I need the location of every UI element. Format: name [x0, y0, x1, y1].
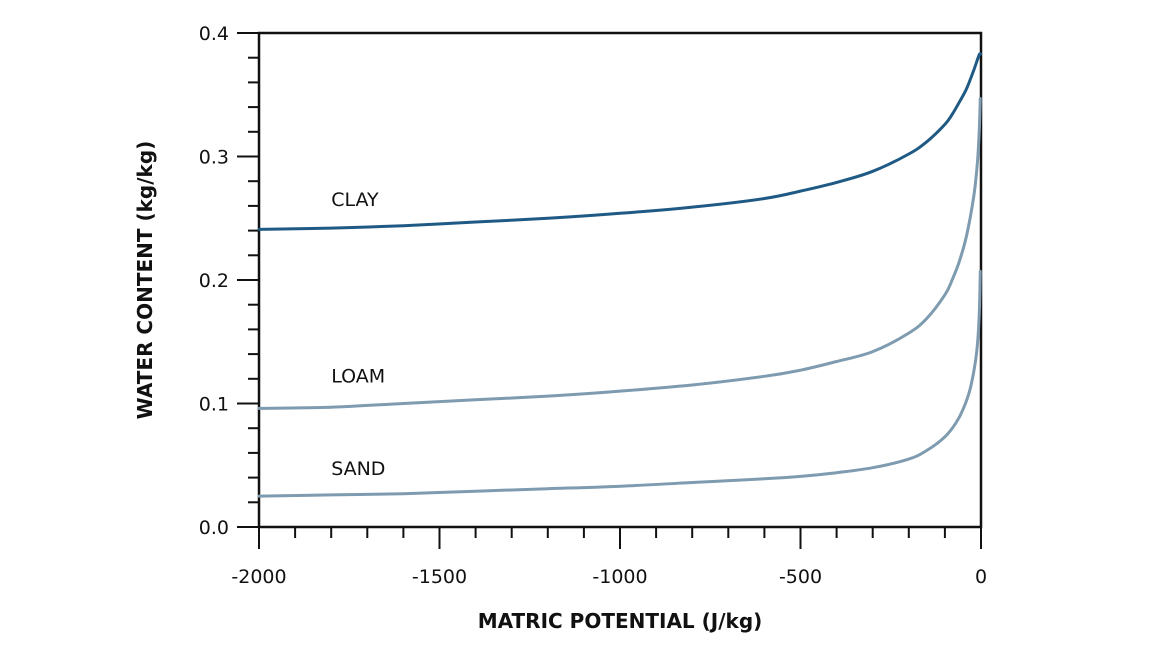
series-line-loam: [257, 97, 982, 410]
y-tick-label: 0.4: [199, 23, 229, 45]
x-tick-label: -2000: [231, 566, 286, 588]
series-line-sand: [257, 269, 982, 498]
x-tick-label: -1000: [592, 566, 647, 588]
axis-ticks: -2000 -1500 -1000 -500 0 0.0 0.1 0.2 0.3 0.4: [199, 23, 987, 588]
x-tick-label: -1500: [412, 566, 467, 588]
series-label-sand: SAND: [331, 458, 385, 480]
series-label-clay: CLAY: [331, 189, 379, 211]
x-axis-title: MATRIC POTENTIAL (J/kg): [478, 609, 763, 633]
plot-frame: [257, 31, 983, 529]
y-tick-label: 0.2: [199, 270, 229, 292]
y-axis-title: WATER CONTENT (kg/kg): [133, 141, 157, 420]
plot-area: [257, 31, 983, 529]
x-tick-label: 0: [975, 566, 987, 588]
y-tick-label: 0.3: [199, 147, 229, 169]
series-line-clay: [257, 52, 983, 231]
y-tick-label: 0.0: [199, 517, 229, 539]
x-tick-label: -500: [779, 566, 822, 588]
series-layer: [257, 52, 983, 498]
series-labels: CLAY LOAM SAND: [331, 189, 385, 480]
y-tick-label: 0.1: [199, 394, 229, 416]
series-label-loam: LOAM: [331, 366, 385, 388]
